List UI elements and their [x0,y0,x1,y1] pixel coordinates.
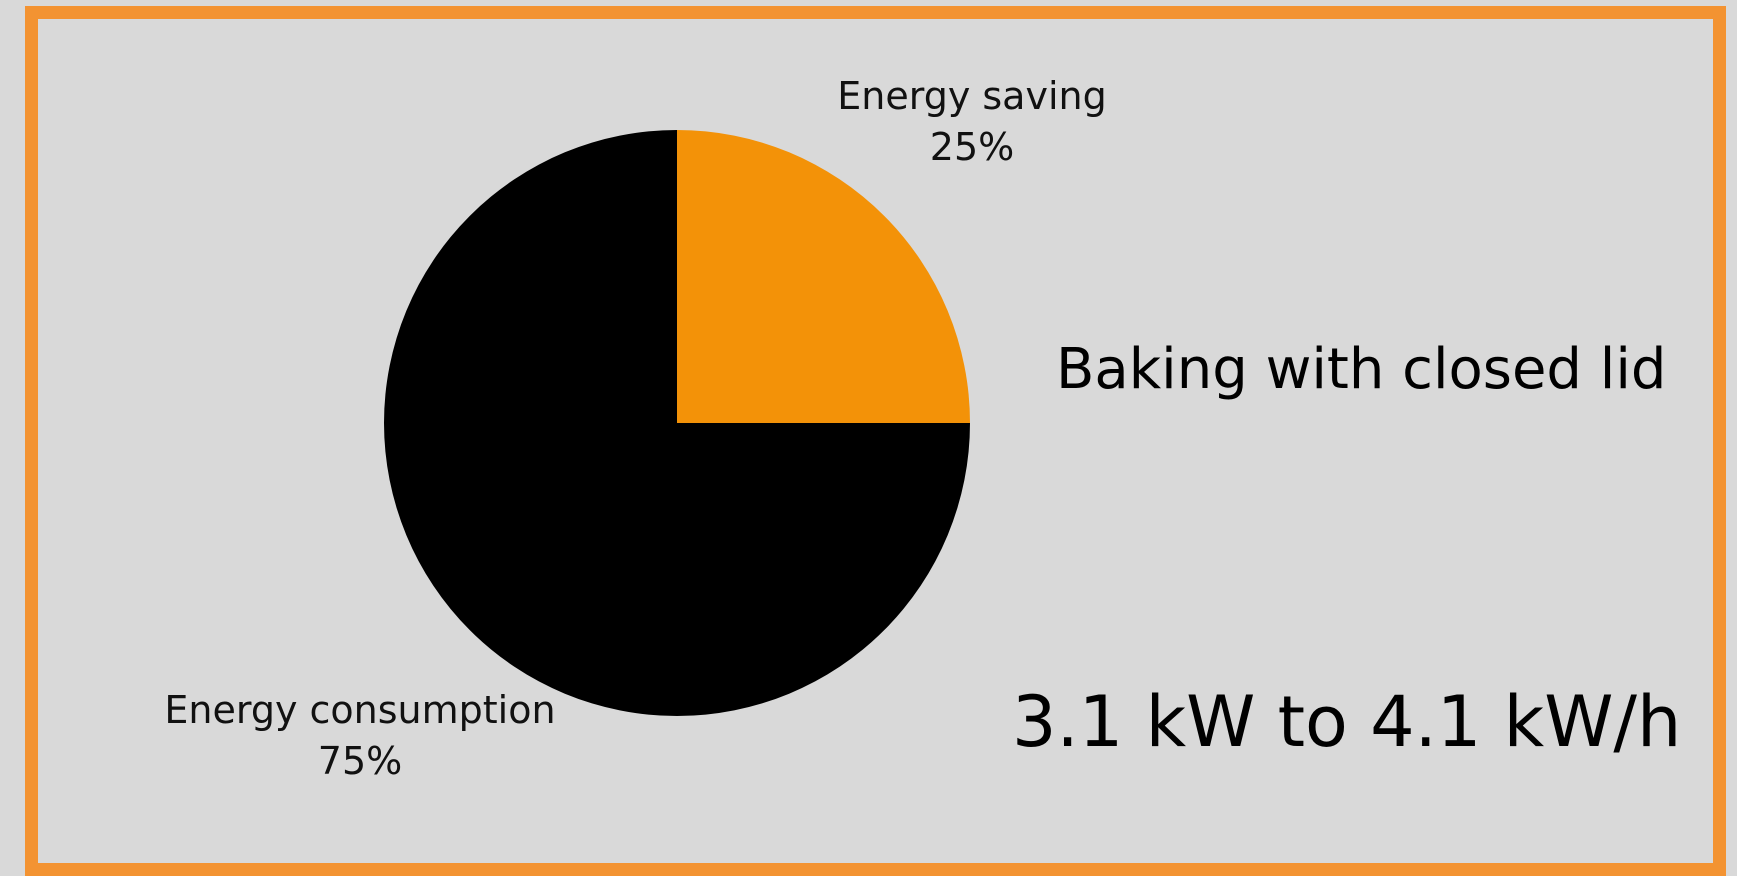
pie-slice-energy-saving [677,130,970,423]
slice-label-percent: 25% [929,125,1015,169]
slice-label-energy-consumption: Energy consumption 75% [135,685,585,787]
chart-title: Baking with closed lid [1056,337,1667,402]
power-range-text: 3.1 kW to 4.1 kW/h [1012,681,1682,763]
slice-label-name: Energy saving [837,74,1107,118]
slice-label-name: Energy consumption [164,688,556,732]
pie-slice-energy-consumption [384,130,970,716]
slice-label-percent: 75% [317,739,403,783]
slice-label-energy-saving: Energy saving 25% [772,71,1172,173]
